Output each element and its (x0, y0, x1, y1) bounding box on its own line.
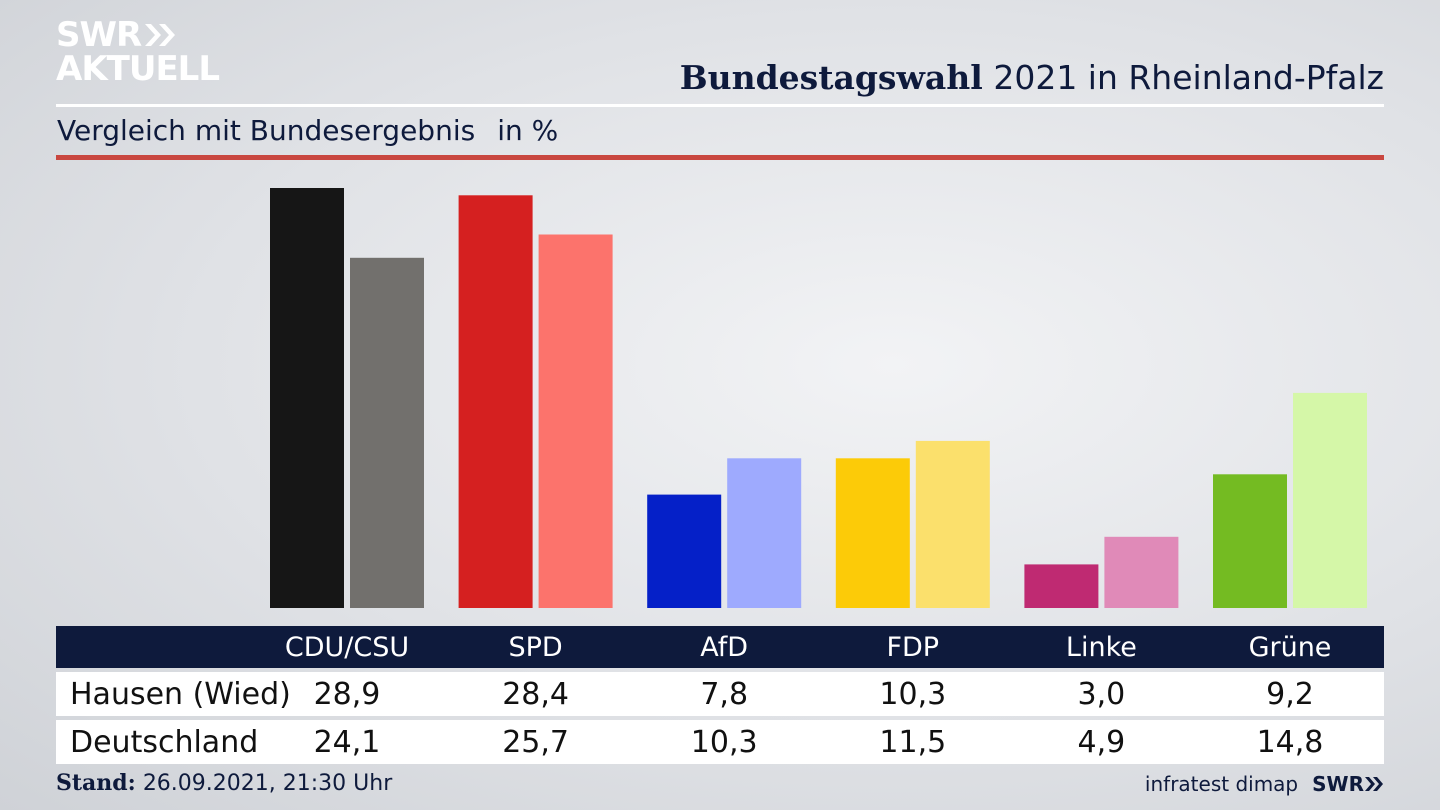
bar-cdu-csu-deutschland (350, 257, 424, 608)
brand-text: SWR (1312, 772, 1364, 796)
bar-fdp-deutschland (915, 440, 990, 608)
value-cdu-csu: 28,9 (313, 676, 381, 712)
value-fdp: 10,3 (879, 676, 947, 712)
logo-line2: AKTUELL (56, 49, 220, 89)
value-linke: 3,0 (1077, 676, 1126, 712)
swr-aktuell-logo: SWR AKTUELL (56, 15, 220, 89)
bar-linke-deutschland (1104, 536, 1179, 608)
double-chevron-icon (143, 22, 177, 48)
column-header-gruene: Grüne (1248, 631, 1332, 663)
stand-label: Stand: (56, 770, 136, 796)
subtitle-text: Vergleich mit Bundesergebnis (57, 114, 476, 147)
bar-afd-hausen (647, 494, 722, 608)
row-label: Hausen (Wied) (70, 676, 291, 712)
value-spd: 25,7 (502, 724, 569, 760)
brand-chevron-icon (1365, 777, 1383, 791)
table-row-deutschland: Deutschland 24,1 25,7 10,3 11,5 4,9 14,8 (56, 720, 1384, 764)
bar-afd-deutschland (727, 458, 802, 608)
title-bold: Bundestagswahl (679, 58, 983, 97)
row-label: Deutschland (70, 724, 259, 760)
results-table: CDU/CSU SPD AfD FDP Linke Grüne Hausen (Wied)… (56, 626, 1384, 764)
column-header-afd: AfD (700, 631, 749, 663)
table-header: CDU/CSU SPD AfD FDP Linke Grüne (56, 626, 1384, 668)
table-row-hausen: Hausen (Wied) 28,9 28,4 7,8 10,3 3,0 9,2 (56, 672, 1384, 716)
column-header-linke: Linke (1065, 631, 1137, 663)
bar-gruene-hausen (1213, 474, 1287, 608)
stand-value: 26.09.2021, 21:30 Uhr (142, 771, 393, 796)
column-header-spd: SPD (508, 631, 563, 663)
subtitle-unit: in % (497, 114, 559, 147)
value-spd: 28,4 (502, 676, 569, 712)
logo-line1: SWR (56, 15, 142, 55)
bar-spd-hausen (458, 195, 533, 609)
page-title: Bundestagswahl 2021 in Rheinland-Pfalz (680, 58, 1384, 97)
accent-rule (56, 155, 1384, 160)
chart-subtitle: Vergleich mit Bundesergebnis in % (57, 114, 558, 147)
value-afd: 10,3 (690, 724, 758, 760)
bar-linke-hausen (1024, 564, 1099, 608)
stand-timestamp: Stand: 26.09.2021, 21:30 Uhr (56, 770, 392, 796)
bar-spd-deutschland (538, 234, 613, 608)
brand-swr: SWR (1312, 772, 1384, 796)
value-afd: 7,8 (700, 676, 749, 712)
value-fdp: 11,5 (879, 724, 947, 760)
source-credit: infratest dimap SWR (1145, 772, 1384, 796)
bar-cdu-csu-hausen (270, 188, 344, 608)
bar-fdp-hausen (835, 458, 910, 608)
column-header-cdu-csu: CDU/CSU (284, 631, 410, 663)
value-cdu-csu: 24,1 (313, 724, 381, 760)
value-gruene: 14,8 (1256, 724, 1324, 760)
bar-gruene-deutschland (1293, 392, 1367, 608)
source-text: infratest dimap (1144, 772, 1299, 796)
value-linke: 4,9 (1077, 724, 1126, 760)
title-rest: 2021 in Rheinland-Pfalz (993, 58, 1384, 97)
column-header-fdp: FDP (886, 631, 940, 663)
header-divider (56, 104, 1384, 107)
value-gruene: 9,2 (1266, 676, 1314, 712)
